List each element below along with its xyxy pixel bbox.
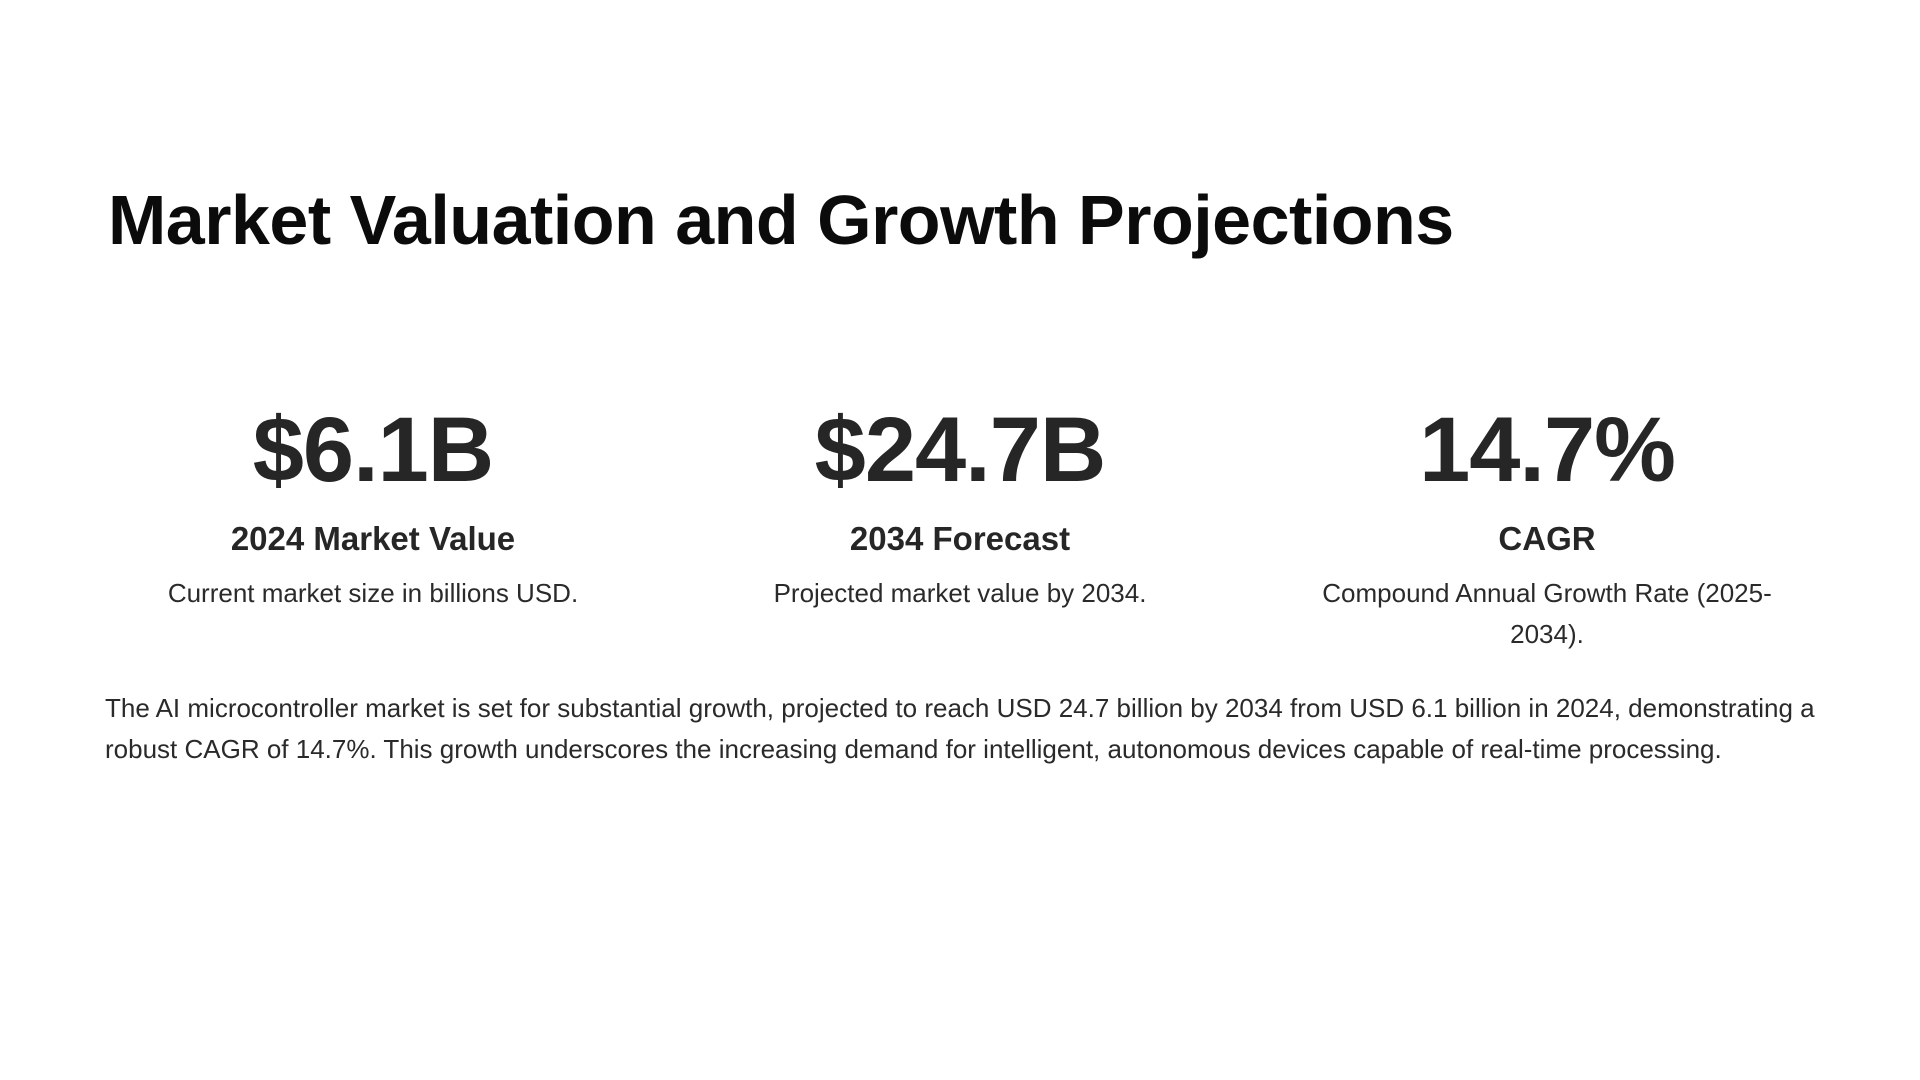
stat-description: Compound Annual Growth Rate (2025-2034). — [1322, 577, 1772, 649]
stat-card-market-value: $6.1B 2024 Market Value Current market s… — [108, 399, 638, 655]
stat-card-forecast: $24.7B 2034 Forecast Projected market va… — [695, 399, 1225, 655]
stats-row: $6.1B 2024 Market Value Current market s… — [108, 399, 1812, 655]
stat-label: CAGR — [1498, 520, 1596, 558]
stat-value: $6.1B — [252, 399, 494, 501]
stat-label: 2024 Market Value — [230, 520, 516, 558]
stat-description: Current market size in billions USD. — [167, 577, 579, 608]
stat-value: $24.7B — [814, 399, 1107, 501]
stat-card-cagr: 14.7% CAGR Compound Annual Growth Rate (… — [1282, 399, 1812, 655]
page-title: Market Valuation and Growth Projections — [108, 181, 1454, 259]
stat-value: 14.7% — [1419, 399, 1676, 501]
stat-label: 2034 Forecast — [849, 520, 1071, 558]
stat-description: Projected market value by 2034. — [773, 577, 1147, 608]
summary-paragraph: The AI microcontroller market is set for… — [105, 693, 1815, 764]
